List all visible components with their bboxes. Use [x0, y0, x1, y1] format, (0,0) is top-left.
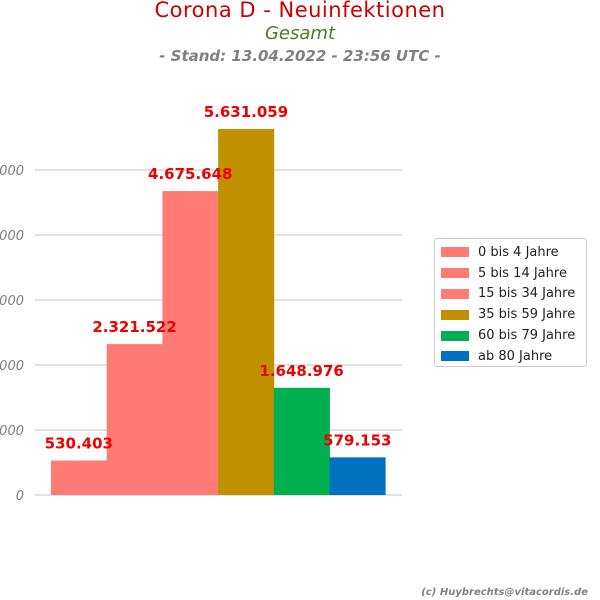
chart-subtitle: Gesamt — [264, 23, 336, 44]
legend-swatch — [441, 268, 469, 279]
legend-item: ab 80 Jahre — [441, 346, 586, 367]
legend-label: 60 bis 79 Jahre — [478, 328, 576, 344]
data-label: 579.153 — [323, 431, 391, 449]
bar — [329, 457, 386, 495]
y-tick-label: 1.000.000 — [0, 424, 24, 439]
bar — [51, 460, 108, 495]
bar — [273, 387, 330, 495]
y-tick-label: 4.000.000 — [0, 229, 24, 244]
y-tick-label: 5.000.000 — [0, 164, 24, 179]
legend-label: ab 80 Jahre — [478, 348, 553, 364]
legend-swatch — [441, 330, 469, 341]
bar — [106, 344, 163, 495]
data-label: 1.648.976 — [259, 362, 343, 380]
legend-item: 15 bis 34 Jahre — [441, 284, 586, 305]
legend-swatch — [441, 309, 469, 320]
chart-title: Corona D - Neuinfektionen — [154, 0, 446, 22]
legend-item: 35 bis 59 Jahre — [441, 304, 586, 325]
data-label: 4.675.648 — [148, 165, 232, 183]
legend-label: 15 bis 34 Jahre — [478, 286, 576, 302]
legend-swatch — [441, 288, 469, 299]
y-axis-ticks: 0 1.000.000 2.000.000 3.000.000 4.000.000 5.0… — [0, 164, 24, 504]
data-label: 2.321.522 — [92, 318, 176, 336]
legend-item: 5 bis 14 Jahre — [441, 263, 586, 284]
y-tick-label: 2.000.000 — [0, 359, 24, 374]
credit-text: (c) Huybrechts@vitacordis.de — [421, 587, 588, 598]
y-tick-label: 3.000.000 — [0, 294, 24, 309]
legend-swatch — [441, 247, 469, 258]
legend-label: 0 bis 4 Jahre — [478, 244, 559, 260]
data-label: 530.403 — [45, 435, 113, 453]
chart-legend: 0 bis 4 Jahre 5 bis 14 Jahre 15 bis 34 Jah… — [434, 238, 587, 367]
legend-item: 0 bis 4 Jahre — [441, 242, 586, 263]
data-label: 5.631.059 — [204, 103, 288, 121]
chart-date-stamp: - Stand: 13.04.2022 - 23:56 UTC - — [159, 47, 441, 65]
bar — [218, 128, 275, 495]
legend-swatch — [441, 351, 469, 362]
legend-label: 35 bis 59 Jahre — [478, 307, 576, 323]
legend-label: 5 bis 14 Jahre — [478, 265, 567, 281]
bar — [162, 191, 219, 495]
data-labels: 530.403 2.321.522 4.675.648 5.631.059 1.648.… — [45, 103, 392, 453]
bars — [51, 128, 386, 495]
legend-item: 60 bis 79 Jahre — [441, 325, 586, 346]
y-tick-label: 0 — [16, 489, 24, 504]
